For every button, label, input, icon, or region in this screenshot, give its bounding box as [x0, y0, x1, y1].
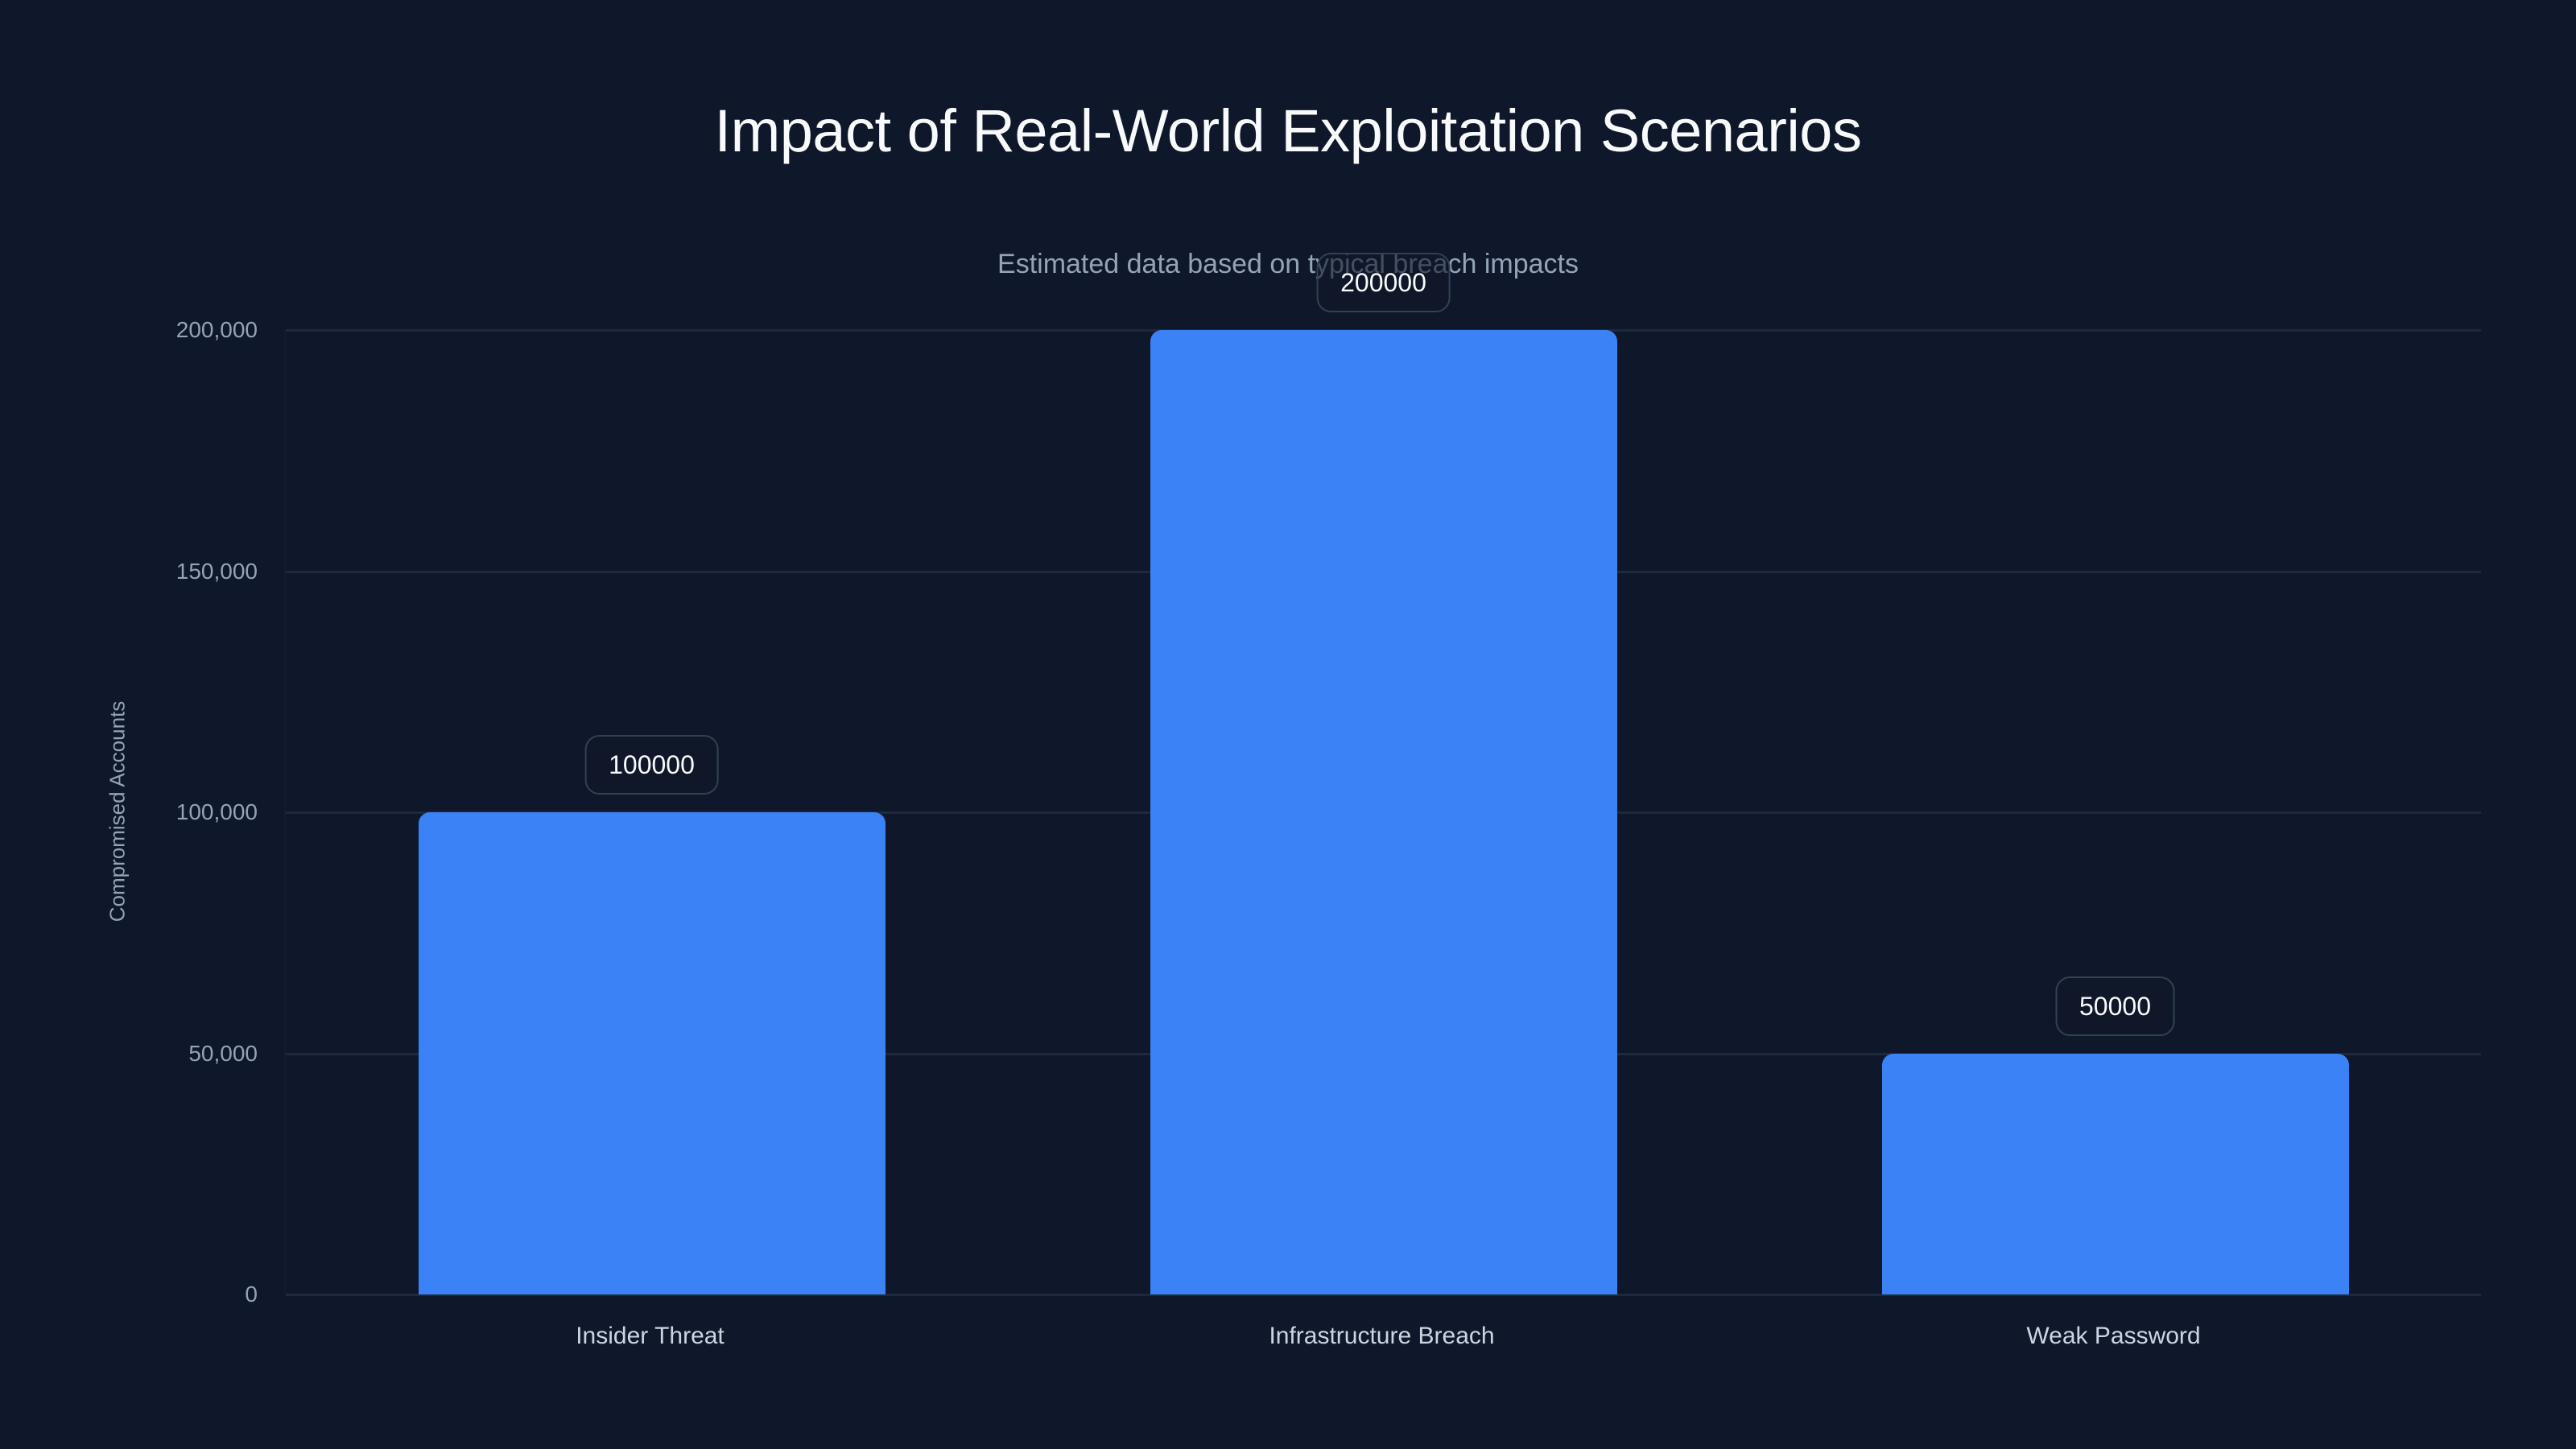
y-tick-label: 0 — [245, 1282, 258, 1307]
bar-value-label: 50000 — [2055, 976, 2175, 1036]
bar-value-label: 200000 — [1316, 253, 1451, 312]
bar[interactable] — [1150, 330, 1617, 1294]
plot-area: 100000 200000 50000 — [284, 253, 2481, 1296]
x-tick-label: Insider Threat — [576, 1323, 724, 1349]
x-tick-label: Infrastructure Breach — [1269, 1323, 1495, 1349]
y-tick-label: 50,000 — [188, 1040, 258, 1066]
y-tick-label: 150,000 — [175, 558, 258, 584]
y-tick-label: 200,000 — [175, 317, 258, 342]
gridline — [286, 1294, 2481, 1296]
bar[interactable] — [1881, 1053, 2349, 1294]
x-tick-label: Weak Password — [2026, 1323, 2201, 1349]
chart-subtitle: Estimated data based on typical breach i… — [997, 249, 1579, 279]
y-tick-label: 100,000 — [175, 799, 258, 824]
chart-title: Impact of Real-World Exploitation Scenar… — [714, 97, 1862, 164]
bar-value-label: 100000 — [584, 735, 719, 795]
bar[interactable] — [418, 812, 886, 1294]
